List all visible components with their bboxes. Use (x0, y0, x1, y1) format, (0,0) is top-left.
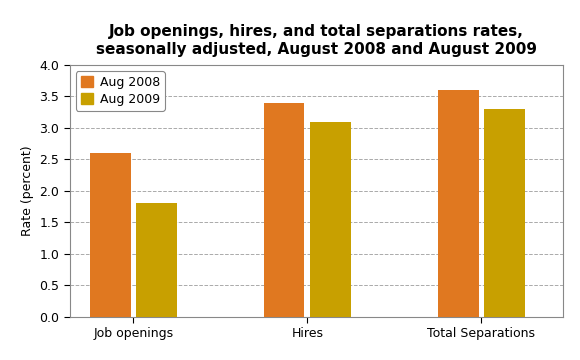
Bar (438, 90, 478, 317)
Bar (264, 103, 305, 317)
Bar (90, 153, 130, 317)
Legend: Aug 2008, Aug 2009: Aug 2008, Aug 2009 (76, 71, 165, 111)
Bar (484, 109, 525, 317)
Y-axis label: Rate (percent): Rate (percent) (21, 145, 34, 236)
Bar (310, 122, 351, 317)
Title: Job openings, hires, and total separations rates,
seasonally adjusted, August 20: Job openings, hires, and total separatio… (96, 24, 536, 57)
Bar (136, 203, 177, 317)
